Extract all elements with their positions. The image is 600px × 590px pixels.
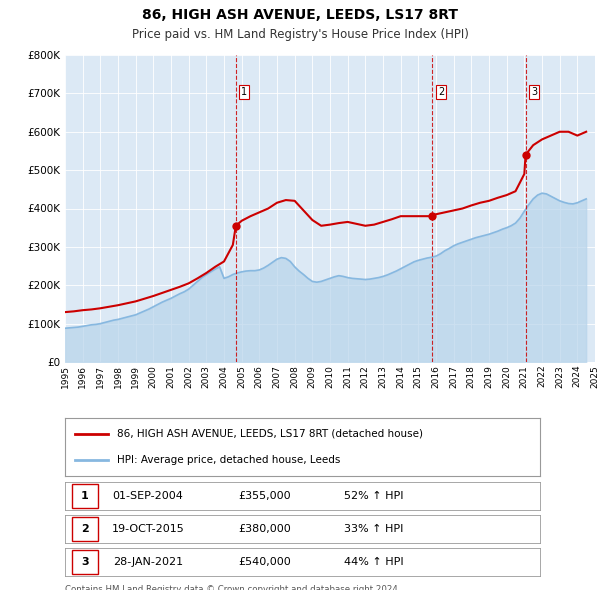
- FancyBboxPatch shape: [72, 517, 98, 541]
- Text: £540,000: £540,000: [238, 557, 291, 567]
- Text: 44% ↑ HPI: 44% ↑ HPI: [344, 557, 404, 567]
- Text: Contains HM Land Registry data © Crown copyright and database right 2024.
This d: Contains HM Land Registry data © Crown c…: [65, 585, 401, 590]
- Text: 2: 2: [81, 524, 89, 534]
- Text: £355,000: £355,000: [238, 491, 291, 501]
- Text: 19-OCT-2015: 19-OCT-2015: [112, 524, 185, 534]
- FancyBboxPatch shape: [72, 550, 98, 573]
- FancyBboxPatch shape: [72, 484, 98, 508]
- Text: 86, HIGH ASH AVENUE, LEEDS, LS17 8RT (detached house): 86, HIGH ASH AVENUE, LEEDS, LS17 8RT (de…: [117, 429, 423, 438]
- Text: 1: 1: [241, 87, 247, 97]
- Text: Price paid vs. HM Land Registry's House Price Index (HPI): Price paid vs. HM Land Registry's House …: [131, 28, 469, 41]
- Text: 3: 3: [81, 557, 89, 567]
- Text: 86, HIGH ASH AVENUE, LEEDS, LS17 8RT: 86, HIGH ASH AVENUE, LEEDS, LS17 8RT: [142, 8, 458, 22]
- Text: 1: 1: [81, 491, 89, 501]
- Text: 52% ↑ HPI: 52% ↑ HPI: [344, 491, 404, 501]
- Text: 3: 3: [531, 87, 537, 97]
- Text: 01-SEP-2004: 01-SEP-2004: [113, 491, 184, 501]
- Text: £380,000: £380,000: [238, 524, 291, 534]
- Text: 28-JAN-2021: 28-JAN-2021: [113, 557, 183, 567]
- Text: 33% ↑ HPI: 33% ↑ HPI: [344, 524, 403, 534]
- Text: 2: 2: [438, 87, 444, 97]
- Text: HPI: Average price, detached house, Leeds: HPI: Average price, detached house, Leed…: [117, 455, 341, 466]
